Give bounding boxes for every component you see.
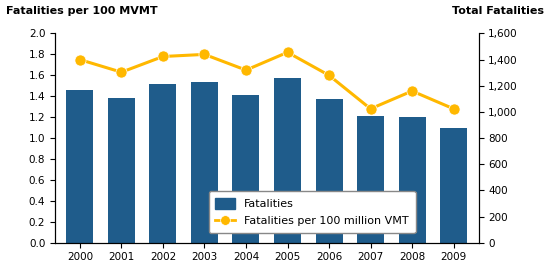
Bar	[440, 128, 467, 243]
Bar	[191, 82, 218, 243]
Bar	[108, 98, 135, 243]
Bar	[274, 78, 301, 243]
Bar	[233, 95, 260, 243]
Bar	[357, 116, 384, 243]
Bar	[150, 85, 177, 243]
Bar	[316, 99, 343, 243]
Text: Fatalities per 100 MVMT: Fatalities per 100 MVMT	[6, 6, 157, 16]
Bar	[399, 117, 426, 243]
Bar	[67, 90, 94, 243]
Legend: Fatalities, Fatalities per 100 million VMT: Fatalities, Fatalities per 100 million V…	[209, 191, 416, 233]
Text: Total Fatalities: Total Fatalities	[453, 6, 544, 16]
